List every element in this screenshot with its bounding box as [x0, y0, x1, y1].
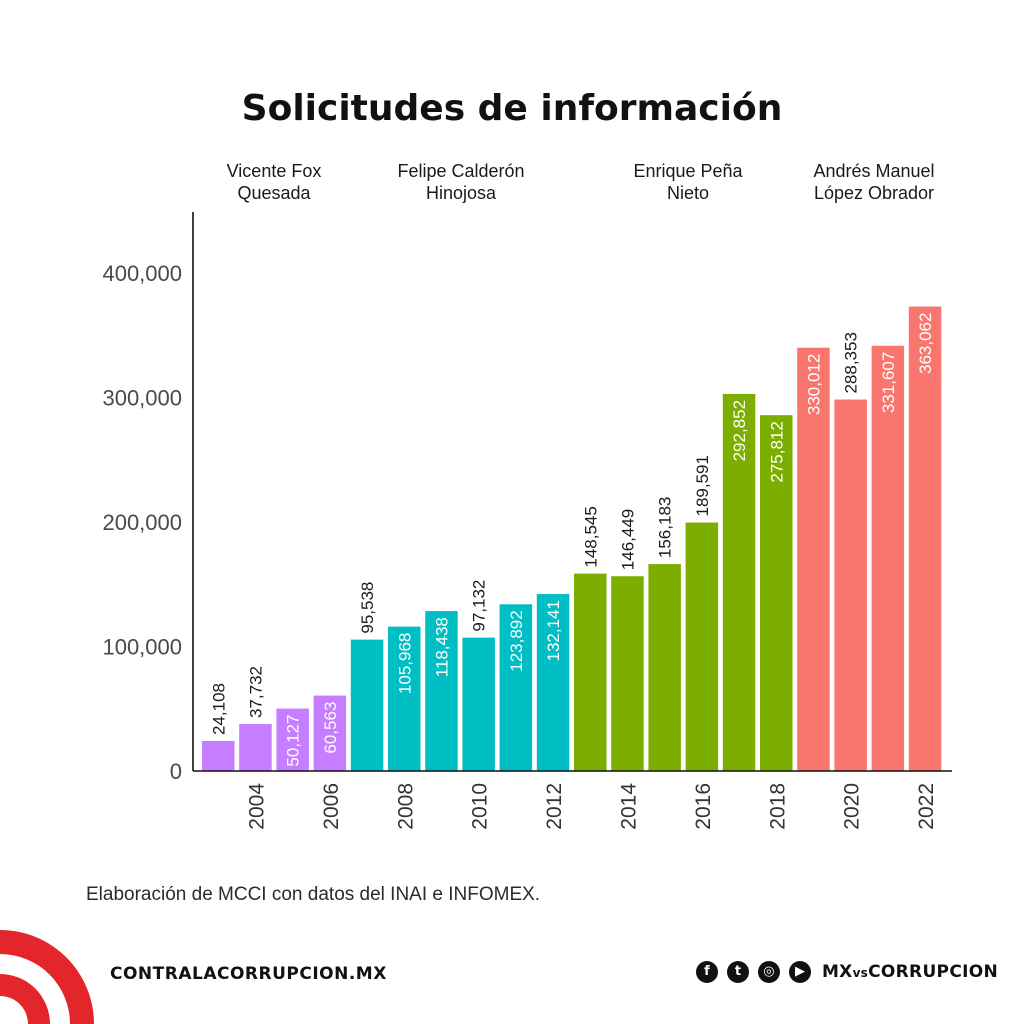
data-label: 97,132	[470, 580, 489, 632]
data-label: 118,438	[432, 617, 451, 677]
bar	[350, 639, 384, 771]
y-tick-label: 100,000	[102, 635, 182, 660]
x-tick-label: 2012	[543, 783, 566, 830]
x-tick-label: 2006	[320, 783, 343, 830]
president-label-fox: Vicente Fox Quesada	[189, 160, 359, 204]
president-name-line2: Hinojosa	[425, 183, 497, 203]
bar	[760, 415, 793, 771]
bar	[388, 626, 421, 771]
data-label: 24,108	[209, 683, 228, 735]
president-label-amlo: Andrés Manuel López Obrador	[789, 160, 959, 204]
bar	[797, 347, 830, 771]
data-label: 148,545	[581, 506, 600, 567]
president-name-line1: Vicente Fox	[226, 161, 322, 181]
x-tick-label: 2016	[692, 783, 715, 830]
president-name-line2: Quesada	[237, 183, 311, 203]
president-name-line1: Enrique Peña	[633, 161, 743, 181]
bar	[908, 306, 942, 771]
bar	[834, 399, 867, 771]
mcci-logo-icon	[0, 930, 94, 1024]
x-tick-label: 2010	[469, 783, 492, 830]
x-tick-label: 2008	[394, 783, 417, 830]
bar	[536, 594, 570, 771]
data-label: 156,183	[656, 497, 675, 558]
bar	[574, 573, 607, 771]
bar	[425, 611, 458, 771]
handle-part: CORRUPCION	[868, 962, 998, 982]
president-label-calderon: Felipe Calderón Hinojosa	[376, 160, 546, 204]
x-tick-label: 2020	[841, 783, 864, 830]
twitter-icon[interactable]: t	[726, 961, 749, 983]
president-label-pena: Enrique Peña Nieto	[603, 160, 773, 204]
data-label: 330,012	[804, 354, 823, 415]
facebook-icon[interactable]: f	[695, 961, 718, 983]
x-tick-label: 2004	[245, 783, 268, 830]
data-label: 105,968	[395, 633, 414, 694]
bar	[499, 604, 533, 771]
president-name-line2: López Obrador	[813, 183, 935, 203]
data-label: 95,538	[358, 582, 377, 634]
data-label: 132,141	[544, 600, 563, 661]
bar	[202, 740, 235, 771]
youtube-icon[interactable]: ▶	[788, 961, 811, 983]
bar	[276, 708, 309, 771]
data-label: 60,563	[321, 702, 340, 754]
y-tick-label: 400,000	[102, 261, 182, 286]
data-label: 292,852	[730, 400, 749, 461]
x-tick-label: 2014	[617, 783, 640, 830]
handle-part: MX	[821, 962, 853, 982]
chart-title: Solicitudes de información	[241, 88, 783, 129]
president-name-line1: Andrés Manuel	[813, 161, 935, 181]
instagram-icon[interactable]: ◎	[757, 961, 780, 983]
site-url[interactable]: CONTRALACORRUPCION.MX	[110, 964, 387, 984]
handle-part: vs	[852, 966, 869, 980]
data-label: 189,591	[693, 455, 712, 516]
social-links: f t ◎ ▶ MXvsCORRUPCION	[695, 961, 998, 983]
social-handle[interactable]: MXvsCORRUPCION	[822, 962, 998, 982]
data-label: 123,892	[507, 610, 526, 671]
x-tick-label: 2022	[915, 783, 938, 830]
data-label: 331,607	[879, 352, 898, 413]
x-tick-label: 2018	[766, 783, 789, 830]
bar	[462, 637, 495, 771]
bar	[722, 393, 756, 771]
data-label: 146,449	[618, 509, 637, 570]
data-label: 50,127	[284, 715, 303, 767]
y-tick-label: 0	[170, 759, 182, 784]
y-tick-label: 300,000	[102, 386, 182, 411]
bar	[611, 576, 644, 771]
bar-chart: 0 100,000 200,000 300,000 400,000 2004 2006 200…	[102, 212, 952, 830]
data-label: 288,353	[842, 332, 861, 393]
president-name-line2: Nieto	[666, 183, 710, 203]
y-tick-label: 200,000	[102, 510, 182, 535]
source-note: Elaboración de MCCI con datos del INAI e…	[86, 884, 541, 905]
bar	[871, 345, 905, 771]
data-label: 37,732	[246, 666, 265, 718]
president-name-line1: Felipe Calderón	[397, 161, 525, 181]
bar	[239, 724, 272, 771]
data-label: 363,062	[916, 313, 935, 374]
data-label: 275,812	[767, 421, 786, 482]
bar	[648, 564, 681, 771]
bar	[313, 695, 347, 771]
bar	[685, 522, 719, 771]
